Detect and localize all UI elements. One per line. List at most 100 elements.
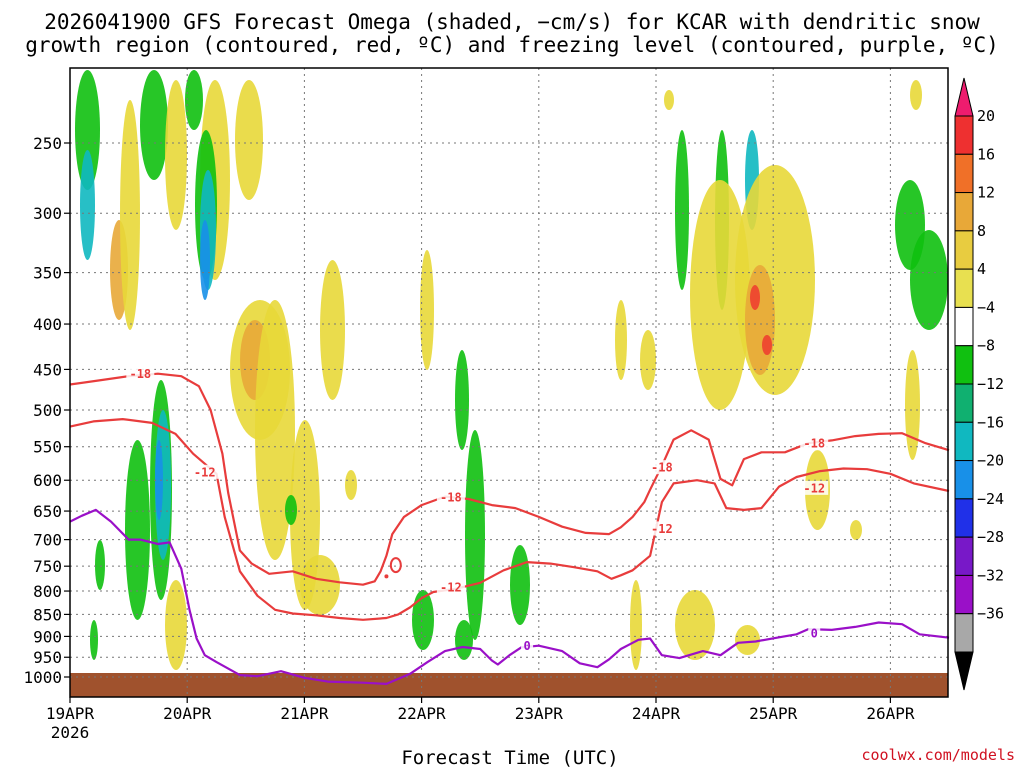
colorbar-swatch-13: [954, 613, 974, 653]
colorbar-tick-10: −24: [977, 490, 1004, 508]
colorbar-tick-13: −36: [977, 605, 1004, 623]
y-tick-label-850: 850: [33, 605, 62, 624]
y-tick-label-900: 900: [33, 627, 62, 646]
omega-shade-21: [285, 495, 297, 525]
omega-shade-35: [690, 180, 750, 410]
colorbar-tick-5: −4: [977, 298, 995, 316]
contour-0-label-0: 0: [523, 639, 530, 653]
y-tick-label-650: 650: [33, 502, 62, 521]
colorbar-tick-0: 20: [977, 107, 995, 125]
x-tick-label-23APR: 23APR: [515, 704, 564, 723]
omega-shade-42: [850, 520, 862, 540]
contour--12-label-2: -12: [651, 522, 673, 536]
colorbar-tick-3: 8: [977, 222, 986, 240]
y-tick-label-450: 450: [33, 360, 62, 379]
contour--12-label-bg-0: [190, 464, 219, 479]
omega-shade-18: [255, 300, 295, 560]
contour--12-line: [69, 418, 950, 621]
omega-shade-1: [80, 150, 95, 260]
chart-title-line-1: 2026041900 GFS Forecast Omega (shaded, −…: [44, 10, 980, 34]
colorbar-swatch-3: [954, 230, 974, 270]
y-tick-label-550: 550: [33, 438, 62, 457]
omega-shade-43: [910, 80, 922, 110]
contour--18-label-bg-3: [800, 436, 829, 451]
omega-shade-23: [420, 250, 434, 370]
colorbar-swatch-7: [954, 383, 974, 423]
y-tick-label-800: 800: [33, 582, 62, 601]
colorbar-tick-12: −32: [977, 566, 1004, 584]
x-tick-label-20APR: 20APR: [163, 704, 212, 723]
omega-shade-11: [235, 80, 263, 200]
grid-lines: [70, 68, 948, 697]
omega-shade-17: [125, 440, 150, 620]
colorbar-bottom-arrow: [954, 651, 974, 691]
contour--12-label-bg-1: [436, 580, 465, 595]
omega-shade-0: [75, 70, 100, 190]
y-tick-label-250: 250: [33, 134, 62, 153]
contour-0-label-bg-1: [808, 625, 821, 640]
omega-shade-5: [165, 80, 187, 230]
contour--12-label-3: -12: [803, 481, 825, 495]
colorbar-tick-9: −20: [977, 452, 1004, 470]
contour--12-label-0: -12: [194, 465, 216, 479]
contour-0-label-1: 0: [811, 626, 818, 640]
x-tick-label-25APR: 25APR: [749, 704, 798, 723]
x-axis-title: Forecast Time (UTC): [401, 747, 618, 768]
omega-shade-52: [90, 620, 98, 660]
y-tick-label-1000: 1000: [23, 668, 62, 687]
chart-title-line-2: growth region (contoured, red, ºC) and f…: [25, 33, 999, 57]
omega-shade-38: [745, 265, 775, 375]
contour--18-label-1: -18: [440, 491, 462, 505]
colorbar-tick-4: 4: [977, 260, 986, 278]
omega-shade-45: [910, 230, 948, 330]
y-tick-label-950: 950: [33, 648, 62, 667]
x-axis-year: 2026: [51, 723, 90, 742]
omega-shade-10: [200, 220, 210, 300]
colorbar-tick-8: −16: [977, 413, 1004, 431]
y-tick-label-400: 400: [33, 315, 62, 334]
contour--18-label-3: -18: [803, 437, 825, 451]
y-tick-label-500: 500: [33, 401, 62, 420]
omega-shade-32: [664, 90, 674, 110]
colorbar-swatch-10: [954, 498, 974, 538]
contour-0-label-bg-0: [521, 638, 534, 653]
colorbar-swatch-1: [954, 153, 974, 194]
omega-shade-49: [630, 580, 642, 670]
contour--18-label-bg-2: [647, 460, 676, 475]
y-tick-label-750: 750: [33, 557, 62, 576]
colorbar-swatch-11: [954, 536, 974, 576]
colorbar-tick-2: 12: [977, 184, 995, 202]
colorbar-swatch-4: [954, 268, 974, 308]
omega-shade-4: [140, 70, 168, 180]
contour--18-label-bg-1: [436, 490, 465, 505]
contour--18-line: [69, 372, 950, 586]
omega-shade-31: [640, 330, 656, 390]
colorbar-swatch-2: [954, 192, 974, 232]
omega-shade-33: [675, 130, 689, 290]
colorbar-swatch-0: [954, 115, 974, 155]
omega-shade-25: [465, 430, 485, 640]
x-tick-label-24APR: 24APR: [632, 704, 681, 723]
omega-shade-47: [675, 590, 715, 660]
contour--18-label-bg-0: [126, 366, 155, 381]
y-tick-label-600: 600: [33, 471, 62, 490]
omega-shade-40: [762, 335, 772, 355]
contour--12-label-1: -12: [440, 581, 462, 595]
colorbar-swatch-9: [954, 460, 974, 500]
omega-shade-29: [510, 545, 530, 625]
y-tick-label-700: 700: [33, 531, 62, 550]
omega-shade-24: [455, 350, 469, 450]
colorbar-tick-6: −8: [977, 337, 995, 355]
omega-shade-28: [455, 620, 473, 660]
colorbar-swatch-5: [954, 306, 974, 347]
colorbar-swatch-8: [954, 421, 974, 462]
plot-frame: [69, 67, 949, 698]
omega-shade-3: [120, 100, 140, 330]
contour--12-label-bg-3: [800, 480, 829, 495]
omega-shade-30: [615, 300, 627, 380]
omega-shade-22: [300, 555, 340, 615]
colorbar-swatch-12: [954, 574, 974, 615]
omega-shade-37: [735, 165, 815, 395]
x-tick-label-22APR: 22APR: [398, 704, 447, 723]
contour-0-line: [69, 508, 950, 685]
